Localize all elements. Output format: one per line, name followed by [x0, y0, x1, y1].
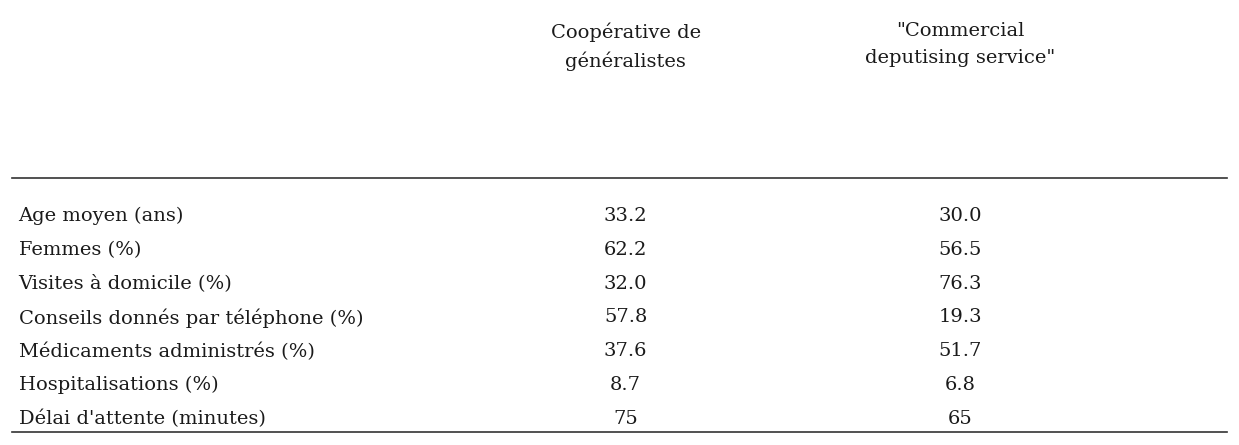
Text: Femmes (%): Femmes (%) — [19, 241, 141, 259]
Text: 8.7: 8.7 — [610, 376, 642, 394]
Text: 62.2: 62.2 — [603, 241, 648, 259]
Text: 37.6: 37.6 — [603, 342, 648, 360]
Text: 51.7: 51.7 — [938, 342, 983, 360]
Text: Médicaments administrés (%): Médicaments administrés (%) — [19, 342, 315, 360]
Text: Délai d'attente (minutes): Délai d'attente (minutes) — [19, 410, 265, 428]
Text: 75: 75 — [613, 410, 638, 428]
Text: 32.0: 32.0 — [603, 275, 648, 292]
Text: 76.3: 76.3 — [938, 275, 983, 292]
Text: 33.2: 33.2 — [603, 207, 648, 225]
Text: Age moyen (ans): Age moyen (ans) — [19, 207, 183, 225]
Text: 6.8: 6.8 — [944, 376, 976, 394]
Text: Coopérative de
généralistes: Coopérative de généralistes — [550, 22, 701, 71]
Text: 30.0: 30.0 — [938, 207, 983, 225]
Text: Conseils donnés par téléphone (%): Conseils donnés par téléphone (%) — [19, 308, 363, 328]
Text: Hospitalisations (%): Hospitalisations (%) — [19, 376, 218, 394]
Text: "Commercial
deputising service": "Commercial deputising service" — [865, 22, 1056, 67]
Text: 19.3: 19.3 — [938, 308, 983, 326]
Text: 65: 65 — [948, 410, 973, 428]
Text: 57.8: 57.8 — [603, 308, 648, 326]
Text: 56.5: 56.5 — [938, 241, 983, 259]
Text: Visites à domicile (%): Visites à domicile (%) — [19, 275, 233, 292]
